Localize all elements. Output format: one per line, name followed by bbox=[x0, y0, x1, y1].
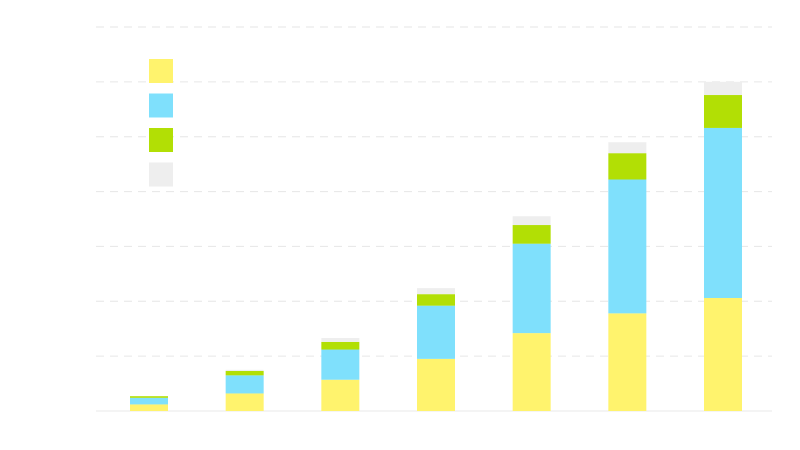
bar-segment-series-4-col-4 bbox=[417, 288, 455, 295]
bar-segment-series-2-col-1 bbox=[130, 397, 168, 405]
bars bbox=[130, 81, 742, 411]
bar-segment-series-4-col-2 bbox=[225, 369, 264, 371]
bar-segment-series-3-col-4 bbox=[417, 294, 455, 306]
bar-segment-series-1-col-4 bbox=[417, 358, 455, 411]
bar-segment-series-4-col-6 bbox=[608, 142, 647, 154]
bar-segment-series-4-col-7 bbox=[704, 81, 742, 96]
bar-segment-series-2-col-2 bbox=[225, 375, 264, 394]
bar-segment-series-3-col-5 bbox=[512, 225, 551, 244]
bar-segment-series-1-col-7 bbox=[704, 297, 742, 411]
legend-swatch-1 bbox=[149, 59, 173, 83]
legend-swatch-2 bbox=[149, 93, 173, 118]
legend-swatch-4 bbox=[149, 162, 173, 187]
bar-segment-series-4-col-3 bbox=[321, 338, 360, 342]
gridlines bbox=[96, 26, 772, 412]
bar-segment-series-1-col-1 bbox=[130, 404, 168, 411]
legend bbox=[149, 59, 173, 187]
bar-segment-series-2-col-7 bbox=[704, 127, 742, 298]
bar-segment-series-2-col-5 bbox=[512, 243, 551, 334]
bar-segment-series-2-col-4 bbox=[417, 305, 455, 359]
bar-segment-series-1-col-3 bbox=[321, 379, 360, 411]
bar-segment-series-3-col-2 bbox=[225, 370, 264, 376]
bar-segment-series-3-col-7 bbox=[704, 95, 742, 128]
bar-segment-series-3-col-6 bbox=[608, 153, 647, 180]
legend-swatch-3 bbox=[149, 128, 173, 152]
bar-segment-series-2-col-6 bbox=[608, 179, 647, 314]
bar-segment-series-3-col-1 bbox=[130, 396, 168, 398]
bar-segment-series-1-col-2 bbox=[225, 393, 264, 411]
bar-segment-series-1-col-5 bbox=[512, 333, 551, 411]
bar-segment-series-1-col-6 bbox=[608, 313, 647, 411]
bar-segment-series-3-col-3 bbox=[321, 341, 360, 350]
bar-segment-series-2-col-3 bbox=[321, 349, 360, 380]
bar-segment-series-4-col-5 bbox=[512, 216, 551, 226]
